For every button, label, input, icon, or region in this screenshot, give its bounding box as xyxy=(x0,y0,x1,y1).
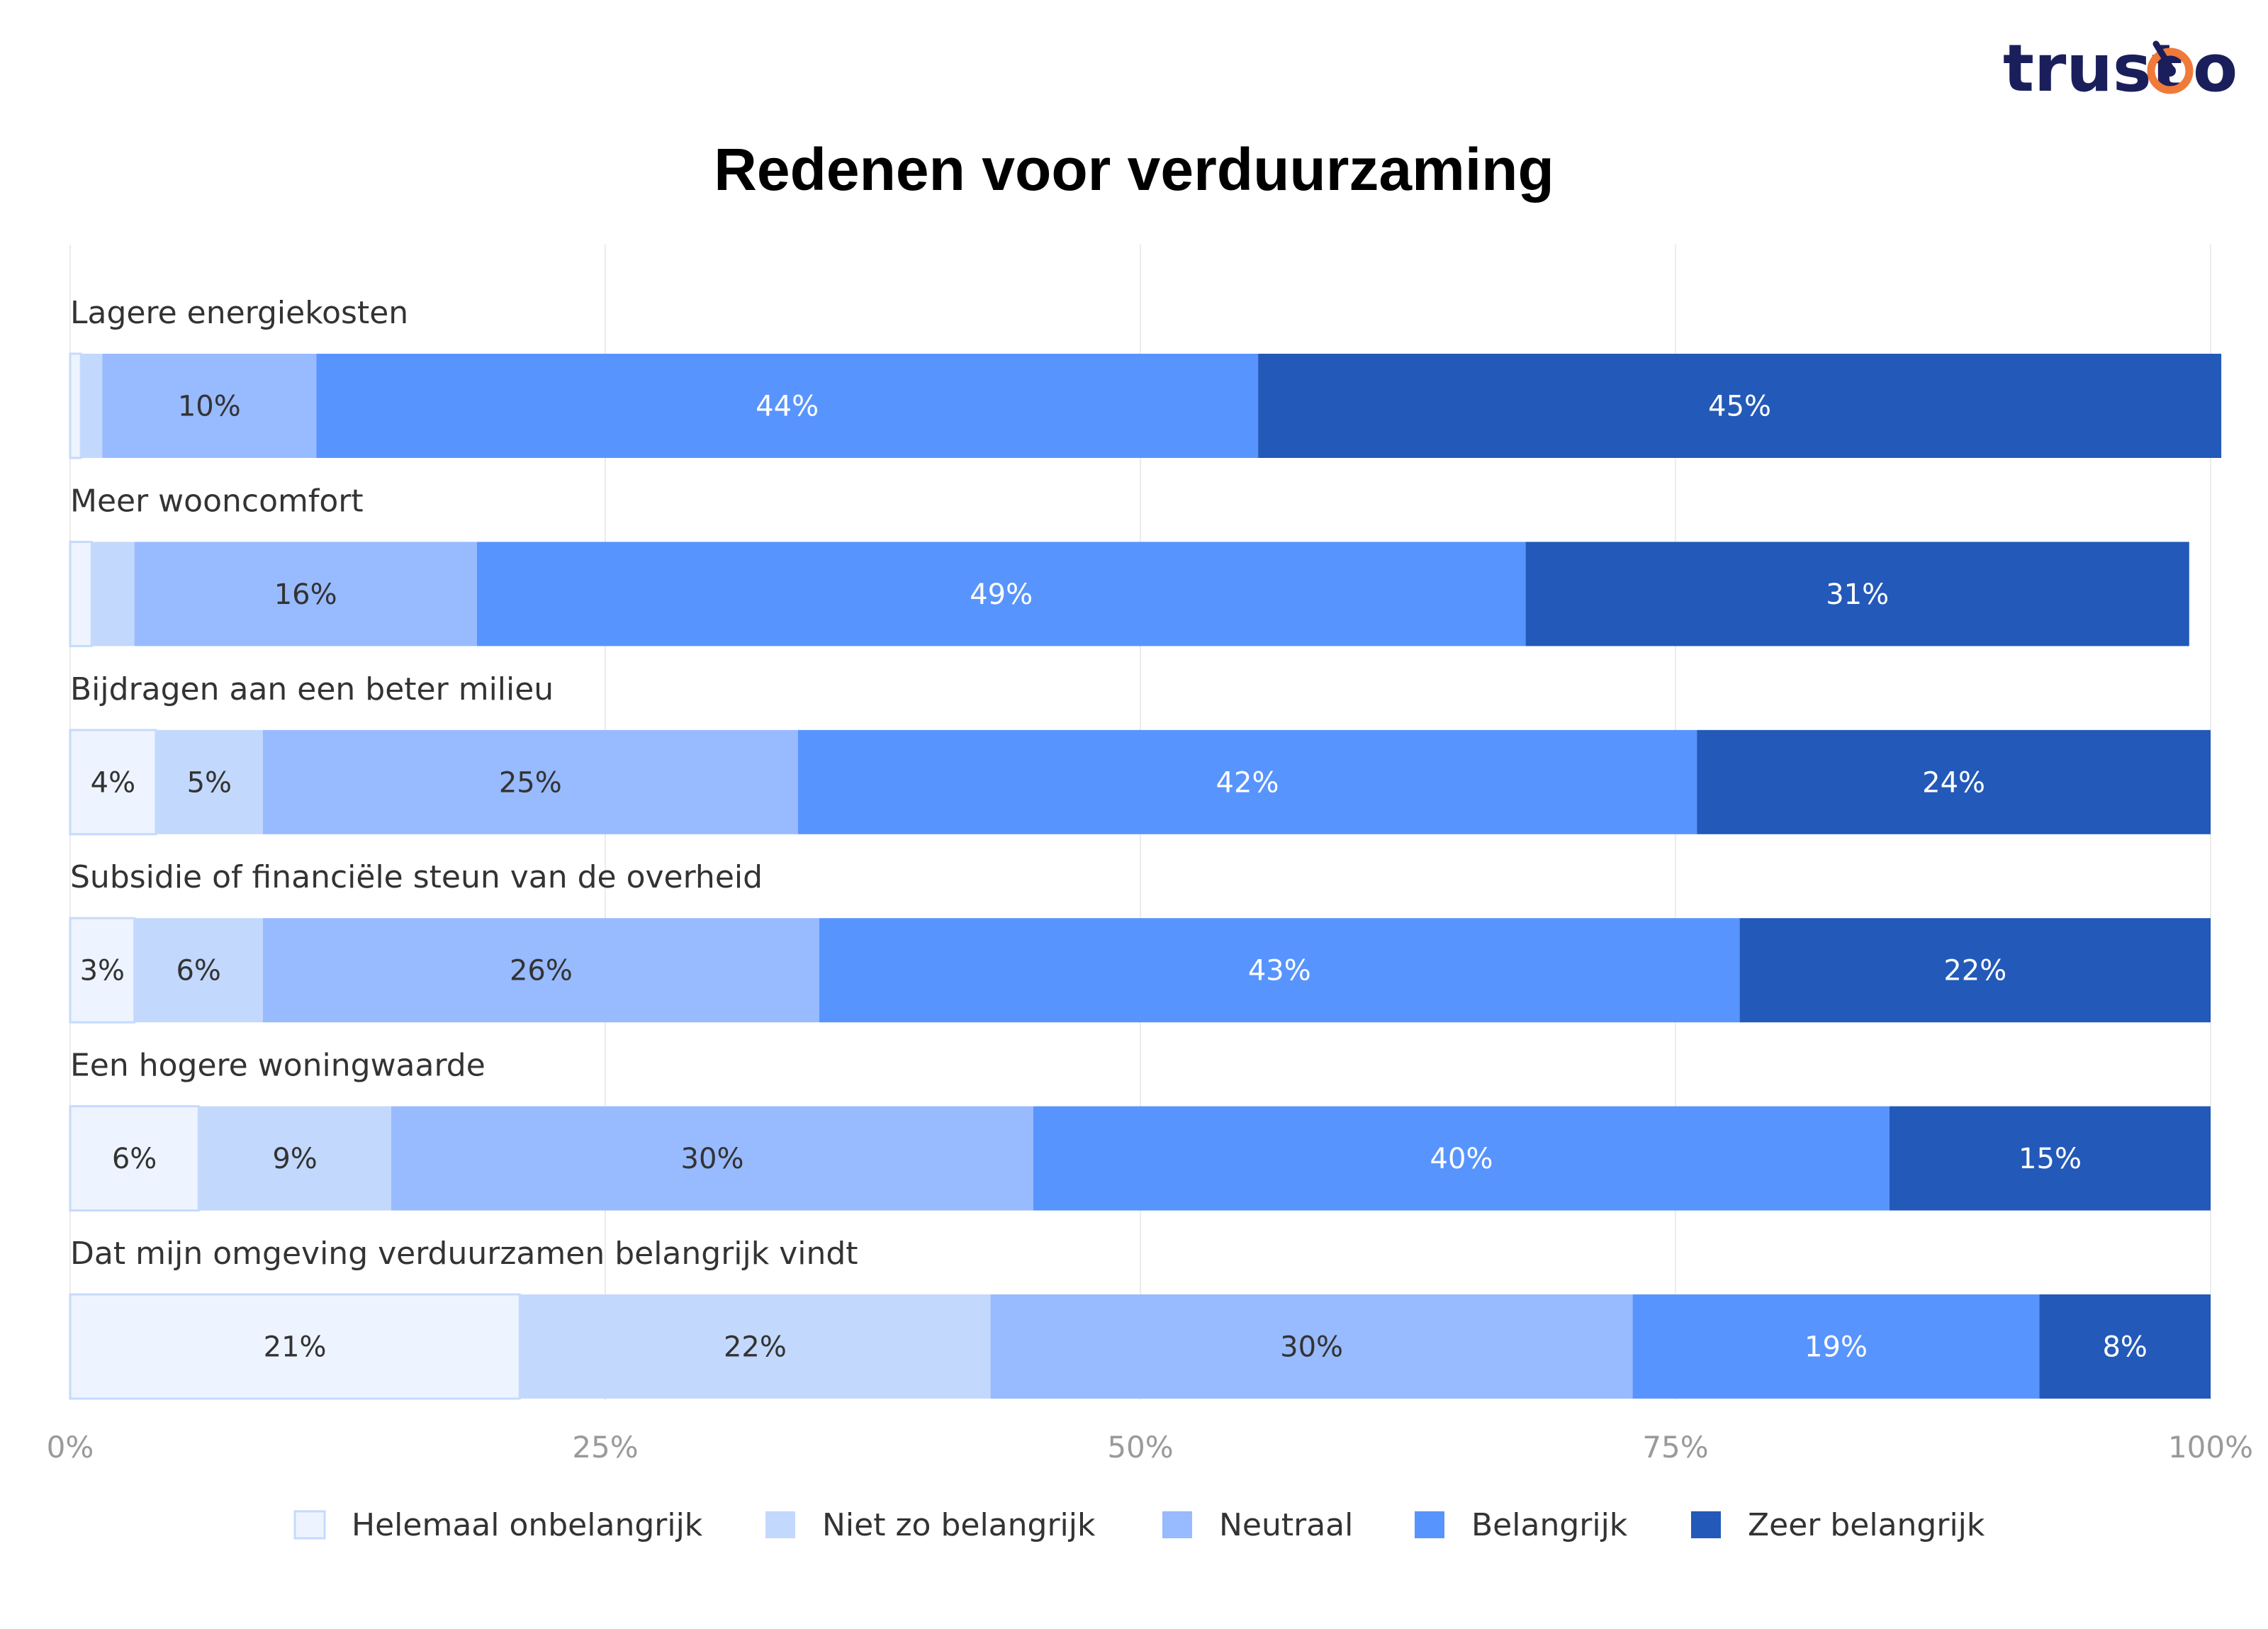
legend-label: Zeer belangrijk xyxy=(1748,1507,1985,1543)
data-label: 22% xyxy=(1943,955,2006,987)
data-label: 40% xyxy=(1430,1143,1493,1175)
bar-segment xyxy=(81,354,103,458)
bar-segment xyxy=(476,542,1526,646)
data-label: 21% xyxy=(264,1331,327,1364)
bar-segment xyxy=(69,1293,521,1400)
bar-segment xyxy=(1890,1106,2211,1211)
bar-segment xyxy=(262,729,798,834)
data-label: 49% xyxy=(970,578,1033,611)
category-label: Dat mijn omgeving verduurzamen belangrij… xyxy=(70,1236,858,1272)
data-label: 4% xyxy=(91,766,135,799)
x-tick-label: 0% xyxy=(47,1430,94,1465)
data-label: 15% xyxy=(2019,1143,2082,1175)
bar-segment xyxy=(69,352,82,459)
legend: Helemaal onbelangrijk Niet zo belangrijk N… xyxy=(293,1507,1985,1543)
bar-segment xyxy=(91,542,135,646)
legend-label: Belangrijk xyxy=(1471,1507,1628,1543)
x-tick-label: 100% xyxy=(2168,1430,2253,1465)
legend-swatch xyxy=(1415,1511,1444,1538)
data-label: 6% xyxy=(112,1143,157,1175)
data-label: 43% xyxy=(1248,955,1311,987)
data-label: 16% xyxy=(274,578,337,611)
bar-segment xyxy=(316,354,1259,458)
category-label: Bijdragen aan een beter milieu xyxy=(70,671,554,707)
data-label: 24% xyxy=(1922,766,1985,799)
bar-segment xyxy=(1033,1106,1890,1211)
data-label: 44% xyxy=(756,391,819,423)
legend-label: Helemaal onbelangrijk xyxy=(352,1507,703,1543)
legend-swatch xyxy=(1162,1511,1192,1538)
legend-swatch xyxy=(765,1511,795,1538)
chart-title: Redenen voor verduurzaming xyxy=(714,136,1554,203)
logo-target-icon xyxy=(2147,40,2194,94)
bar-segment xyxy=(1632,1294,2040,1399)
bar-segment xyxy=(155,729,263,834)
category-label: Subsidie of financiële steun van de over… xyxy=(70,859,763,895)
x-tick-label: 75% xyxy=(1642,1430,1708,1465)
data-label: 8% xyxy=(2102,1331,2147,1364)
bar-segment xyxy=(134,918,263,1023)
category-label: Lagere energiekosten xyxy=(70,295,408,331)
bar-segment xyxy=(134,542,477,646)
bar-segment xyxy=(1258,354,2222,458)
bar-segment xyxy=(1739,918,2211,1023)
legend-swatch xyxy=(1691,1511,1721,1538)
bar-segment xyxy=(391,1106,1033,1211)
data-label: 25% xyxy=(499,766,562,799)
legend-label: Niet zo belangrijk xyxy=(822,1507,1096,1543)
x-tick-label: 50% xyxy=(1107,1430,1173,1465)
bar-segment xyxy=(819,918,1740,1023)
logo-text-right: o xyxy=(2193,30,2238,106)
data-label: 30% xyxy=(1280,1331,1343,1364)
data-label: 31% xyxy=(1826,578,1889,611)
data-label: 3% xyxy=(80,955,125,987)
bars: 10% 44% 45% 16% 49% 31% 4% 5% 25% 42% 24% 3% 6% 26% 43… xyxy=(69,352,2222,1400)
x-axis: 0% 25% 50% 75% 100% xyxy=(47,1430,2253,1465)
data-label: 22% xyxy=(724,1331,787,1364)
bar-segment xyxy=(1525,542,2189,646)
bar-segment xyxy=(69,540,93,647)
legend-label: Neutraal xyxy=(1219,1507,1353,1543)
bar-segment xyxy=(198,1106,391,1211)
data-label: 19% xyxy=(1804,1331,1868,1364)
legend-swatch xyxy=(293,1510,326,1540)
bar-segment xyxy=(797,729,1697,834)
data-label: 5% xyxy=(187,766,232,799)
bar-segment xyxy=(1697,729,2211,834)
bar-segment xyxy=(102,354,317,458)
data-label: 10% xyxy=(178,391,241,423)
bar-segment xyxy=(520,1294,991,1399)
bar-segment xyxy=(262,918,819,1023)
data-label: 45% xyxy=(1708,391,1771,423)
data-label: 6% xyxy=(176,955,220,987)
category-labels: Lagere energiekosten Meer wooncomfort Bijd… xyxy=(70,295,858,1272)
data-label: 30% xyxy=(681,1143,744,1175)
bar-segment xyxy=(2039,1294,2211,1399)
category-label: Een hogere woningwaarde xyxy=(70,1048,485,1084)
data-label: 26% xyxy=(510,955,573,987)
data-label: 42% xyxy=(1216,766,1279,799)
data-label: 9% xyxy=(272,1143,317,1175)
x-tick-label: 25% xyxy=(572,1430,638,1465)
category-label: Meer wooncomfort xyxy=(70,483,364,519)
bar-segment xyxy=(990,1294,1633,1399)
trustoo-logo: trust o xyxy=(2003,30,2238,106)
bar-segment xyxy=(69,1105,200,1212)
